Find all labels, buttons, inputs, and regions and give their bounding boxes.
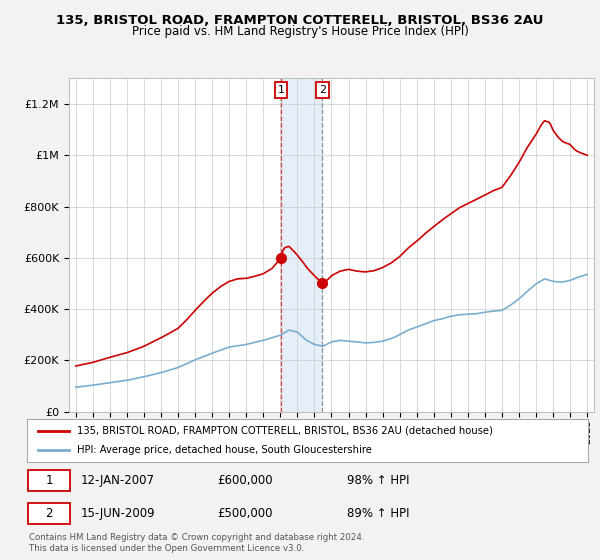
Text: 89% ↑ HPI: 89% ↑ HPI xyxy=(347,507,409,520)
Text: 2: 2 xyxy=(46,507,53,520)
Bar xyxy=(281,78,322,412)
Text: £500,000: £500,000 xyxy=(218,507,273,520)
Text: 12-JAN-2007: 12-JAN-2007 xyxy=(80,474,154,487)
Text: 1: 1 xyxy=(46,474,53,487)
Text: 1: 1 xyxy=(278,85,284,95)
Text: £600,000: £600,000 xyxy=(218,474,274,487)
Text: HPI: Average price, detached house, South Gloucestershire: HPI: Average price, detached house, Sout… xyxy=(77,445,373,455)
Text: Price paid vs. HM Land Registry's House Price Index (HPI): Price paid vs. HM Land Registry's House … xyxy=(131,25,469,38)
Text: 135, BRISTOL ROAD, FRAMPTON COTTERELL, BRISTOL, BS36 2AU (detached house): 135, BRISTOL ROAD, FRAMPTON COTTERELL, B… xyxy=(77,426,493,436)
Text: 135, BRISTOL ROAD, FRAMPTON COTTERELL, BRISTOL, BS36 2AU: 135, BRISTOL ROAD, FRAMPTON COTTERELL, B… xyxy=(56,14,544,27)
Text: Contains HM Land Registry data © Crown copyright and database right 2024.
This d: Contains HM Land Registry data © Crown c… xyxy=(29,533,364,553)
Text: 2: 2 xyxy=(319,85,326,95)
FancyBboxPatch shape xyxy=(28,503,70,524)
Text: 15-JUN-2009: 15-JUN-2009 xyxy=(80,507,155,520)
Text: 98% ↑ HPI: 98% ↑ HPI xyxy=(347,474,409,487)
FancyBboxPatch shape xyxy=(28,470,70,491)
